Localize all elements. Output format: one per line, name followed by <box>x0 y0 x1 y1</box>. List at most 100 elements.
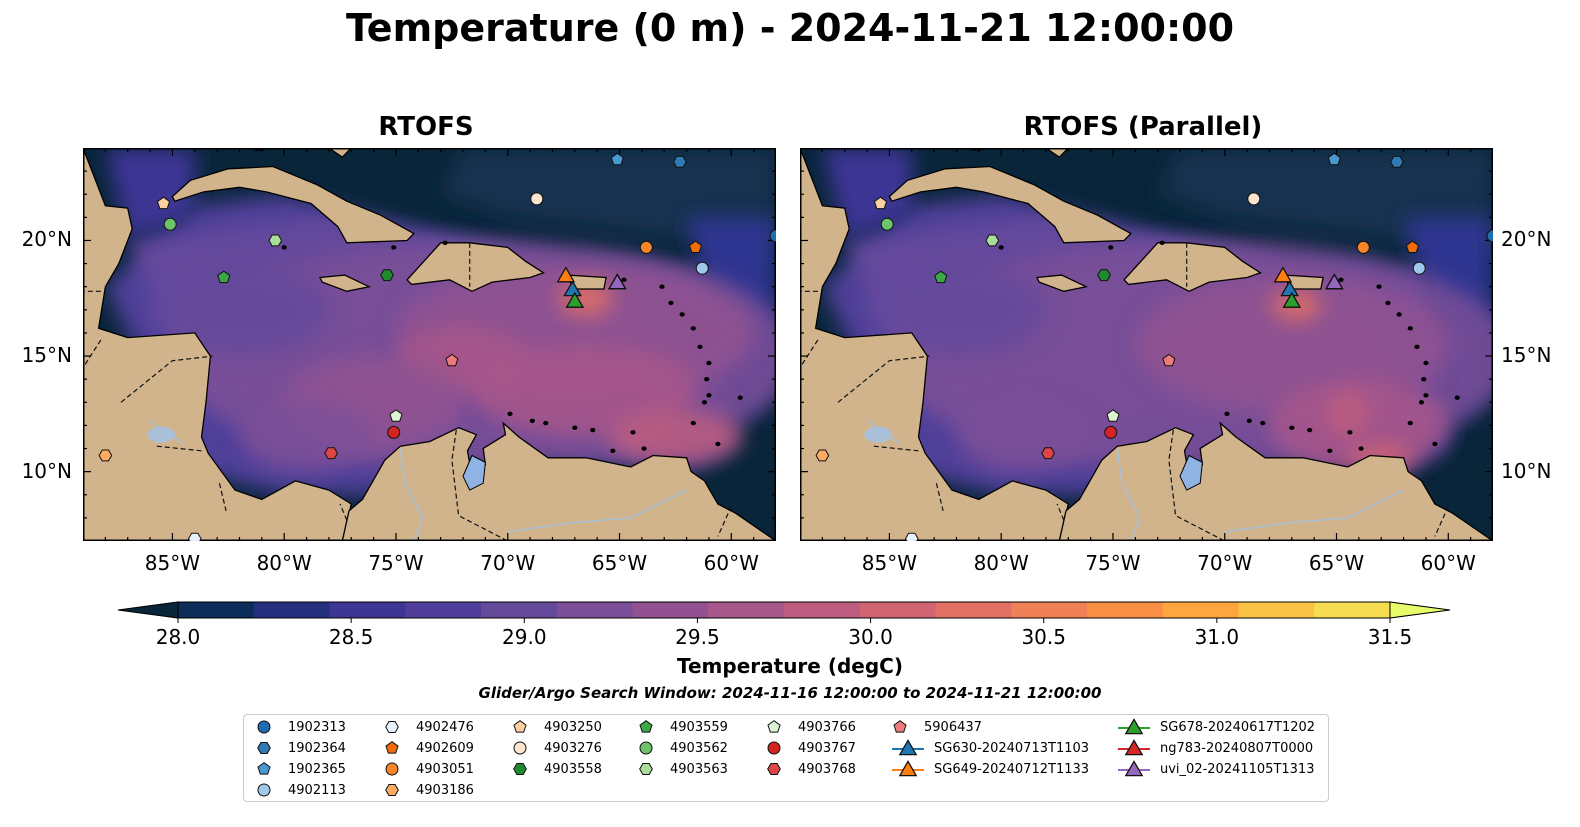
small-island <box>1423 393 1429 398</box>
small-island <box>572 425 578 430</box>
legend-label: 4902609 <box>416 740 474 756</box>
legend-marker-icon <box>513 763 527 775</box>
legend-marker-icon <box>639 763 653 775</box>
platform-marker-4903563 <box>985 234 1000 247</box>
small-island <box>281 245 287 250</box>
small-island <box>1338 277 1344 282</box>
small-island <box>1260 420 1266 426</box>
small-island <box>1396 312 1402 317</box>
small-island <box>630 430 636 435</box>
legend: 1902313 1902364 1902365 4902113 4902476 49026… <box>243 714 1329 802</box>
platform-marker-4903276 <box>530 192 544 206</box>
legend-symbol-4902476 <box>385 721 399 733</box>
legend-marker-icon <box>892 739 924 756</box>
colorbar-segment <box>556 602 633 618</box>
colorbar-over-extension <box>1389 601 1451 619</box>
colorbar-tick-label: 31.0 <box>1195 625 1240 649</box>
platform-marker-4903558 <box>1097 269 1111 282</box>
small-island <box>621 277 627 282</box>
x-tick-label: 60°W <box>1420 551 1476 575</box>
land-cuba <box>888 165 1132 244</box>
colorbar-tick-label: 29.5 <box>675 625 720 649</box>
legend-label: SG678-20240617T1202 <box>1160 719 1316 735</box>
colorbar-segment <box>784 602 861 618</box>
river <box>1224 489 1404 533</box>
map-panel-rtofs <box>83 148 776 541</box>
small-island <box>529 418 535 423</box>
legend-item-4903250: 4903250 <box>512 717 602 737</box>
colorbar-segment <box>178 602 255 618</box>
map-frame <box>800 148 1493 541</box>
legend-symbol-4903767 <box>767 741 781 755</box>
legend-symbol-4902113 <box>257 783 271 797</box>
platform-marker-1902313 <box>769 229 776 243</box>
country-border <box>339 503 348 521</box>
small-island <box>1327 448 1333 454</box>
colorbar-tick-label: 28.0 <box>156 625 201 649</box>
legend-marker-icon <box>767 763 781 775</box>
colorbar-segment <box>859 602 936 618</box>
x-tick-label: 60°W <box>703 551 759 575</box>
legend-item-4903186: 4903186 <box>384 780 474 800</box>
legend-label: 4903563 <box>670 761 728 777</box>
legend-item-1902364: 1902364 <box>256 738 346 758</box>
platform-marker-SG678-20240617T1202 <box>1282 291 1302 308</box>
colorbar: 28.0 28.5 29.0 29.5 30.0 30.5 31.0 31.5 <box>117 601 1451 649</box>
small-island <box>1407 420 1413 426</box>
x-tick-label: 80°W <box>256 551 312 575</box>
platform-marker-4902113 <box>1412 261 1426 275</box>
legend-symbol-SG678-20240617T1202 <box>1124 718 1144 735</box>
legend-marker-icon <box>639 741 653 755</box>
legend-label: 4903767 <box>798 740 856 756</box>
platform-marker-4903767 <box>387 425 401 439</box>
land-cuba <box>171 165 415 244</box>
legend-label: ng783-20240807T0000 <box>1160 740 1314 756</box>
legend-symbol-uvi_02-20241105T1313 <box>1124 760 1144 777</box>
colorbar-segment <box>329 602 406 618</box>
x-tick-label: 65°W <box>1308 551 1365 575</box>
legend-marker-icon <box>257 742 271 754</box>
x-tick-label: 80°W <box>973 551 1029 575</box>
legend-marker-icon <box>892 760 924 777</box>
small-island <box>998 245 1004 250</box>
legend-item-5906437: 5906437 <box>892 717 982 737</box>
platform-marker-SG678-20240617T1202 <box>565 291 585 308</box>
legend-marker-icon <box>513 741 527 755</box>
legend-label: uvi_02-20241105T1313 <box>1160 761 1315 777</box>
small-island <box>610 448 616 454</box>
small-island <box>1376 284 1382 289</box>
x-tick-label: 75°W <box>1085 551 1141 575</box>
legend-item-4902609: 4902609 <box>384 738 474 758</box>
colorbar-under-extension <box>117 601 179 619</box>
y-tick-label: 15°N <box>21 343 72 368</box>
figure-title: Temperature (0 m) - 2024-11-21 12:00:00 <box>345 6 1235 50</box>
lake-nicaragua <box>147 426 176 443</box>
colorbar-tick-label: 30.0 <box>848 625 893 649</box>
land-hispaniola <box>1123 242 1262 293</box>
small-island <box>1347 430 1353 435</box>
search-window-label: Glider/Argo Search Window: 2024-11-16 12… <box>478 684 1102 702</box>
legend-symbol-4903562 <box>639 741 653 755</box>
small-island <box>668 300 674 306</box>
legend-marker-icon <box>257 720 271 734</box>
legend-label: 4902476 <box>416 719 474 735</box>
platform-marker-4902476 <box>187 532 202 541</box>
legend-marker-icon <box>257 762 271 775</box>
map-panel-rtofs-parallel <box>800 148 1493 541</box>
platform-marker-5906437 <box>1162 353 1176 367</box>
legend-marker-icon <box>767 741 781 755</box>
country-border <box>1056 503 1065 521</box>
platform-marker-4903562 <box>880 217 894 231</box>
land-jamaica <box>1036 274 1089 292</box>
platform-marker-uvi_02-20241105T1313 <box>1324 273 1344 290</box>
small-island <box>701 400 708 405</box>
legend-symbol-4903250 <box>513 720 527 733</box>
legend-item-4903558: 4903558 <box>512 759 602 779</box>
land-bahamas1 <box>1044 148 1070 159</box>
legend-item-1902365: 1902365 <box>256 759 346 779</box>
x-tick-label: 65°W <box>591 551 648 575</box>
legend-marker-icon <box>767 720 781 733</box>
legend-label: 4903559 <box>670 719 728 735</box>
small-island <box>1421 376 1427 382</box>
legend-label: 4903250 <box>544 719 602 735</box>
